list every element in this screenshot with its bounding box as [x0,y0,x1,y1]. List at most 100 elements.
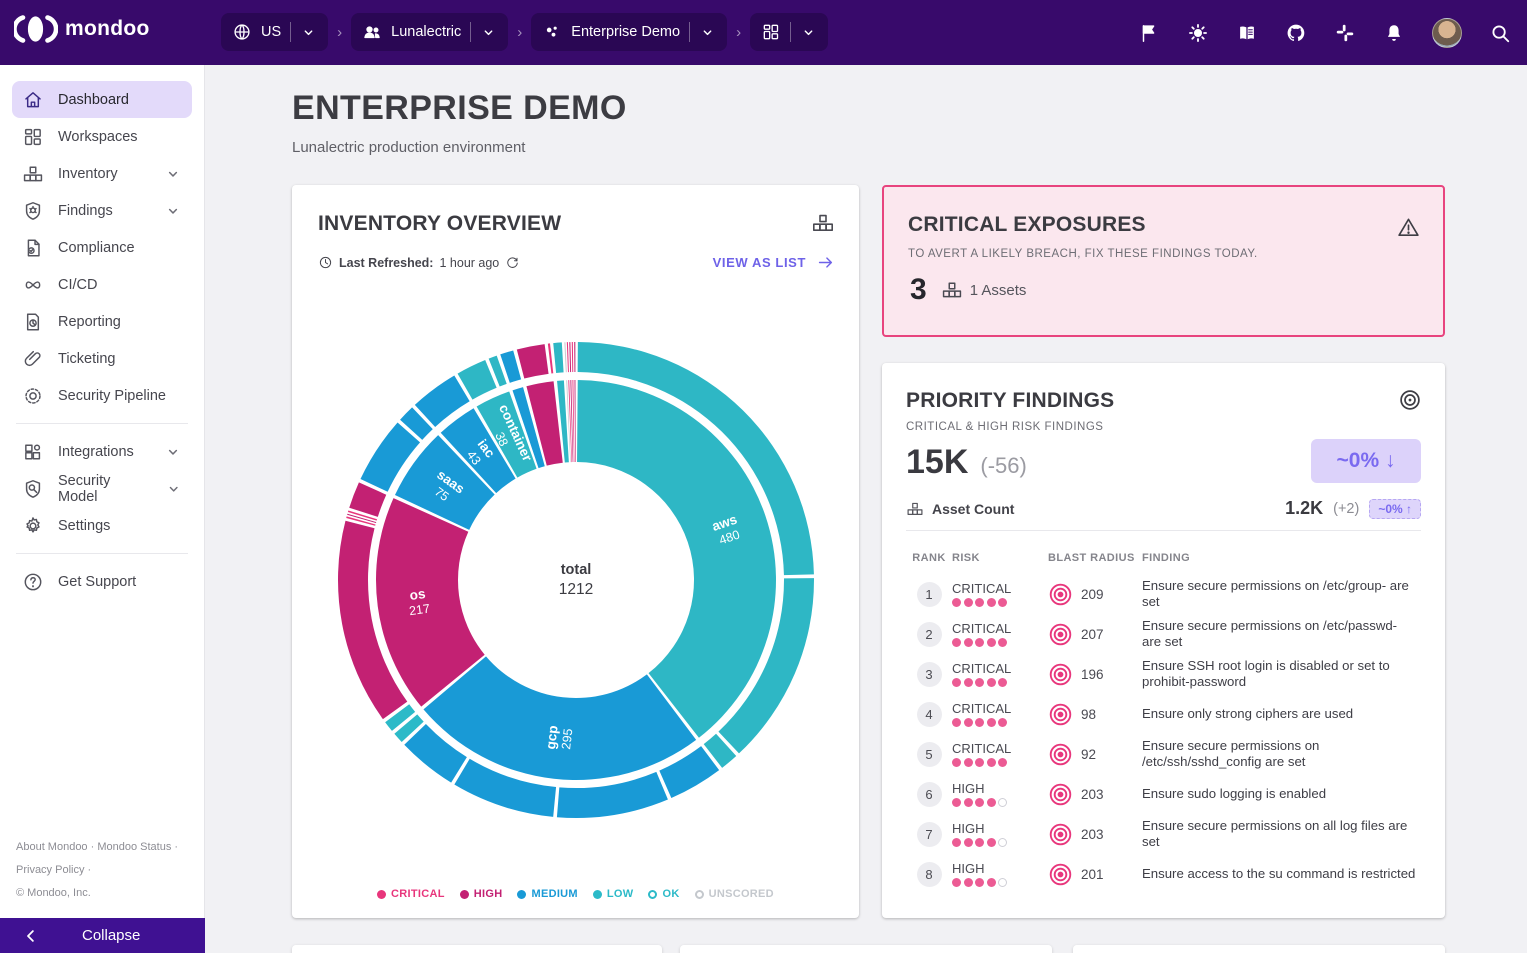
breadcrumb-chip-us[interactable]: US [221,13,329,51]
user-avatar[interactable] [1432,17,1462,48]
chevron-down-icon[interactable] [164,443,182,461]
chart-segment-iac[interactable] [440,408,516,494]
chart-segment-aws[interactable] [577,380,776,738]
sidebar-item-inventory[interactable]: Inventory [12,155,192,192]
sidebar-collapse-button[interactable]: Collapse [0,918,205,953]
theme-icon[interactable] [1187,22,1209,44]
footer-link-mondoo-status[interactable]: Mondoo Status [97,841,172,853]
refresh-icon[interactable] [505,255,520,270]
chart-outer-segment-3[interactable] [659,746,720,799]
github-icon[interactable] [1285,22,1307,44]
sidebar-item-workspaces[interactable]: Workspaces [12,118,192,155]
finding-row[interactable]: 2 CRITICAL 207 Ensure secure permissions on… [906,614,1421,654]
chart-outer-segment-10[interactable] [346,516,376,526]
legend-item-medium[interactable]: MEDIUM [517,888,578,900]
view-as-list-link[interactable]: VIEW AS LIST [713,253,835,272]
chart-segment-small-9[interactable] [566,380,571,463]
search-icon[interactable] [1489,22,1511,44]
chart-outer-segment-21[interactable] [547,343,554,374]
finding-row[interactable]: 8 HIGH 201 Ensure access to the su command … [906,854,1421,894]
chart-segment-small-12[interactable] [572,380,575,463]
chart-outer-segment-13[interactable] [349,482,387,517]
chart-segment-os[interactable] [376,498,485,707]
sidebar-item-security-pipeline[interactable]: Security Pipeline [12,377,192,414]
footer-link-privacy-policy[interactable]: Privacy Policy [16,864,85,876]
footer-link-about-mondoo[interactable]: About Mondoo [16,841,88,853]
chart-outer-segment-0[interactable] [577,342,814,576]
finding-row[interactable]: 1 CRITICAL 209 Ensure secure permissions on… [906,574,1421,614]
sidebar-item-dashboard[interactable]: Dashboard [12,81,192,118]
finding-row[interactable]: 5 CRITICAL 92 Ensure secure permissions on … [906,734,1421,774]
chart-outer-segment-23[interactable] [564,342,567,373]
chart-outer-segment-14[interactable] [360,422,421,492]
legend-item-ok[interactable]: OK [648,888,679,900]
chart-segment-small-11[interactable] [570,380,574,463]
sidebar-item-get-support[interactable]: Get Support [12,563,192,600]
chart-outer-segment-15[interactable] [400,407,433,440]
chart-segment-small-6[interactable] [512,387,545,469]
chart-outer-segment-1[interactable] [718,578,814,754]
chart-outer-segment-17[interactable] [457,360,497,400]
chart-outer-segment-11[interactable] [347,513,377,523]
chart-outer-segment-2[interactable] [703,733,737,768]
chart-segment-saas[interactable] [394,435,495,530]
assets-icon [906,500,924,518]
flag-icon[interactable] [1138,22,1160,44]
chart-outer-segment-9[interactable] [338,520,408,720]
breadcrumb-chip-workspace-switcher[interactable] [750,13,829,51]
chevron-down-icon[interactable] [164,165,182,183]
asset-trend-pill: ~0% ↑ [1369,498,1421,519]
grid-icon [761,22,781,42]
sidebar-item-findings[interactable]: Findings [12,192,192,229]
chart-outer-segment-18[interactable] [488,355,507,387]
sidebar-item-settings[interactable]: Settings [12,507,192,544]
sidebar-item-ci-cd[interactable]: CI/CD [12,266,192,303]
sidebar-item-ticketing[interactable]: Ticketing [12,340,192,377]
chart-outer-segment-12[interactable] [347,510,378,521]
chevron-down-icon[interactable] [164,202,182,220]
sidebar-item-reporting[interactable]: Reporting [12,303,192,340]
chart-outer-segment-27[interactable] [574,342,576,373]
chevron-down-icon[interactable] [165,480,182,498]
chart-outer-segment-26[interactable] [571,342,574,373]
notifications-icon[interactable] [1383,22,1405,44]
chart-outer-segment-16[interactable] [414,375,470,427]
sidebar-item-integrations[interactable]: Integrations [12,433,192,470]
chart-outer-segment-7[interactable] [394,714,424,743]
chart-outer-segment-25[interactable] [569,342,572,373]
chart-segment-small-7[interactable] [526,381,563,466]
table-header-row: RANK RISK BLAST RADIUS FINDING [906,546,1421,574]
finding-row[interactable]: 4 CRITICAL 98 Ensure only strong ciphers ar… [906,694,1421,734]
blast-radius-value: 92 [1081,746,1097,762]
breadcrumb-chip-lunalectric[interactable]: Lunalectric [351,13,509,51]
chart-outer-segment-4[interactable] [556,771,668,818]
chart-segment-small-10[interactable] [568,380,572,463]
inventory-sunburst-chart[interactable]: aws480 gcp295 os217 saas75 iac43 container38 t… [316,320,836,840]
chart-segment-container[interactable] [476,391,537,478]
chart-outer-segment-22[interactable] [553,342,564,373]
legend-item-critical[interactable]: CRITICAL [377,888,445,900]
chart-segment-gcp[interactable] [423,656,697,780]
chart-outer-segment-6[interactable] [404,724,467,783]
slack-icon[interactable] [1334,22,1356,44]
breadcrumb-chip-enterprise-demo[interactable]: Enterprise Demo [531,13,728,51]
docs-icon[interactable] [1236,22,1258,44]
chart-segment-small-13[interactable] [574,380,576,462]
finding-row[interactable]: 6 HIGH 203 Ensure sudo logging is enabled [906,774,1421,814]
chart-outer-segment-8[interactable] [385,704,416,731]
chart-outer-segment-20[interactable] [516,344,549,379]
sidebar-item-security-model[interactable]: Security Model [12,470,192,507]
sidebar-item-compliance[interactable]: Compliance [12,229,192,266]
legend-item-low[interactable]: LOW [592,888,634,900]
legend-item-unscored[interactable]: UNSCORED [694,888,774,900]
chart-outer-segment-19[interactable] [500,350,522,383]
finding-row[interactable]: 7 HIGH 203 Ensure secure permissions on all… [906,814,1421,854]
risk-dot [963,798,973,807]
mondoo-logo[interactable]: mondoo [14,14,150,44]
chart-outer-segment-5[interactable] [454,758,557,817]
chart-segment-small-8[interactable] [557,380,569,463]
critical-exposures-card[interactable]: CRITICAL EXPOSURES TO AVERT A LIKELY BRE… [882,185,1445,337]
legend-item-high[interactable]: HIGH [459,888,503,900]
chart-outer-segment-24[interactable] [566,342,569,373]
finding-row[interactable]: 3 CRITICAL 196 Ensure SSH root login is dis… [906,654,1421,694]
